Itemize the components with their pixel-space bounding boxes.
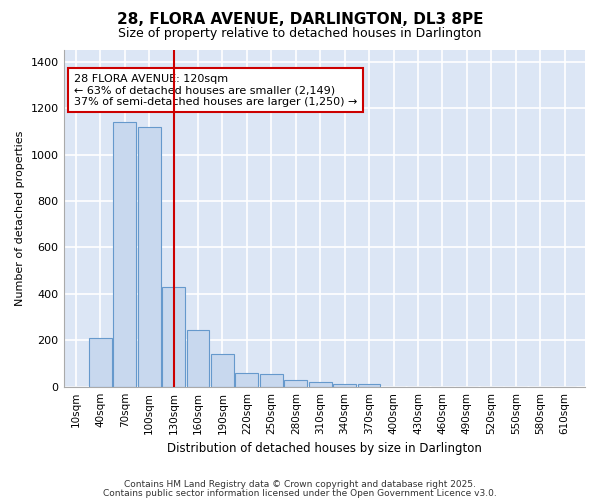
Bar xyxy=(113,122,136,387)
Bar xyxy=(211,354,234,387)
X-axis label: Distribution of detached houses by size in Darlington: Distribution of detached houses by size … xyxy=(167,442,482,455)
Y-axis label: Number of detached properties: Number of detached properties xyxy=(15,130,25,306)
Bar xyxy=(89,338,112,387)
Bar xyxy=(187,330,209,387)
Bar xyxy=(235,373,258,387)
Bar xyxy=(260,374,283,387)
Bar xyxy=(358,384,380,387)
Bar xyxy=(309,382,332,387)
Text: Contains HM Land Registry data © Crown copyright and database right 2025.: Contains HM Land Registry data © Crown c… xyxy=(124,480,476,489)
Text: Size of property relative to detached houses in Darlington: Size of property relative to detached ho… xyxy=(118,28,482,40)
Bar xyxy=(162,287,185,387)
Text: 28 FLORA AVENUE: 120sqm
← 63% of detached houses are smaller (2,149)
37% of semi: 28 FLORA AVENUE: 120sqm ← 63% of detache… xyxy=(74,74,358,107)
Bar xyxy=(333,384,356,387)
Bar xyxy=(284,380,307,387)
Text: 28, FLORA AVENUE, DARLINGTON, DL3 8PE: 28, FLORA AVENUE, DARLINGTON, DL3 8PE xyxy=(117,12,483,28)
Bar xyxy=(137,126,161,387)
Text: Contains public sector information licensed under the Open Government Licence v3: Contains public sector information licen… xyxy=(103,488,497,498)
